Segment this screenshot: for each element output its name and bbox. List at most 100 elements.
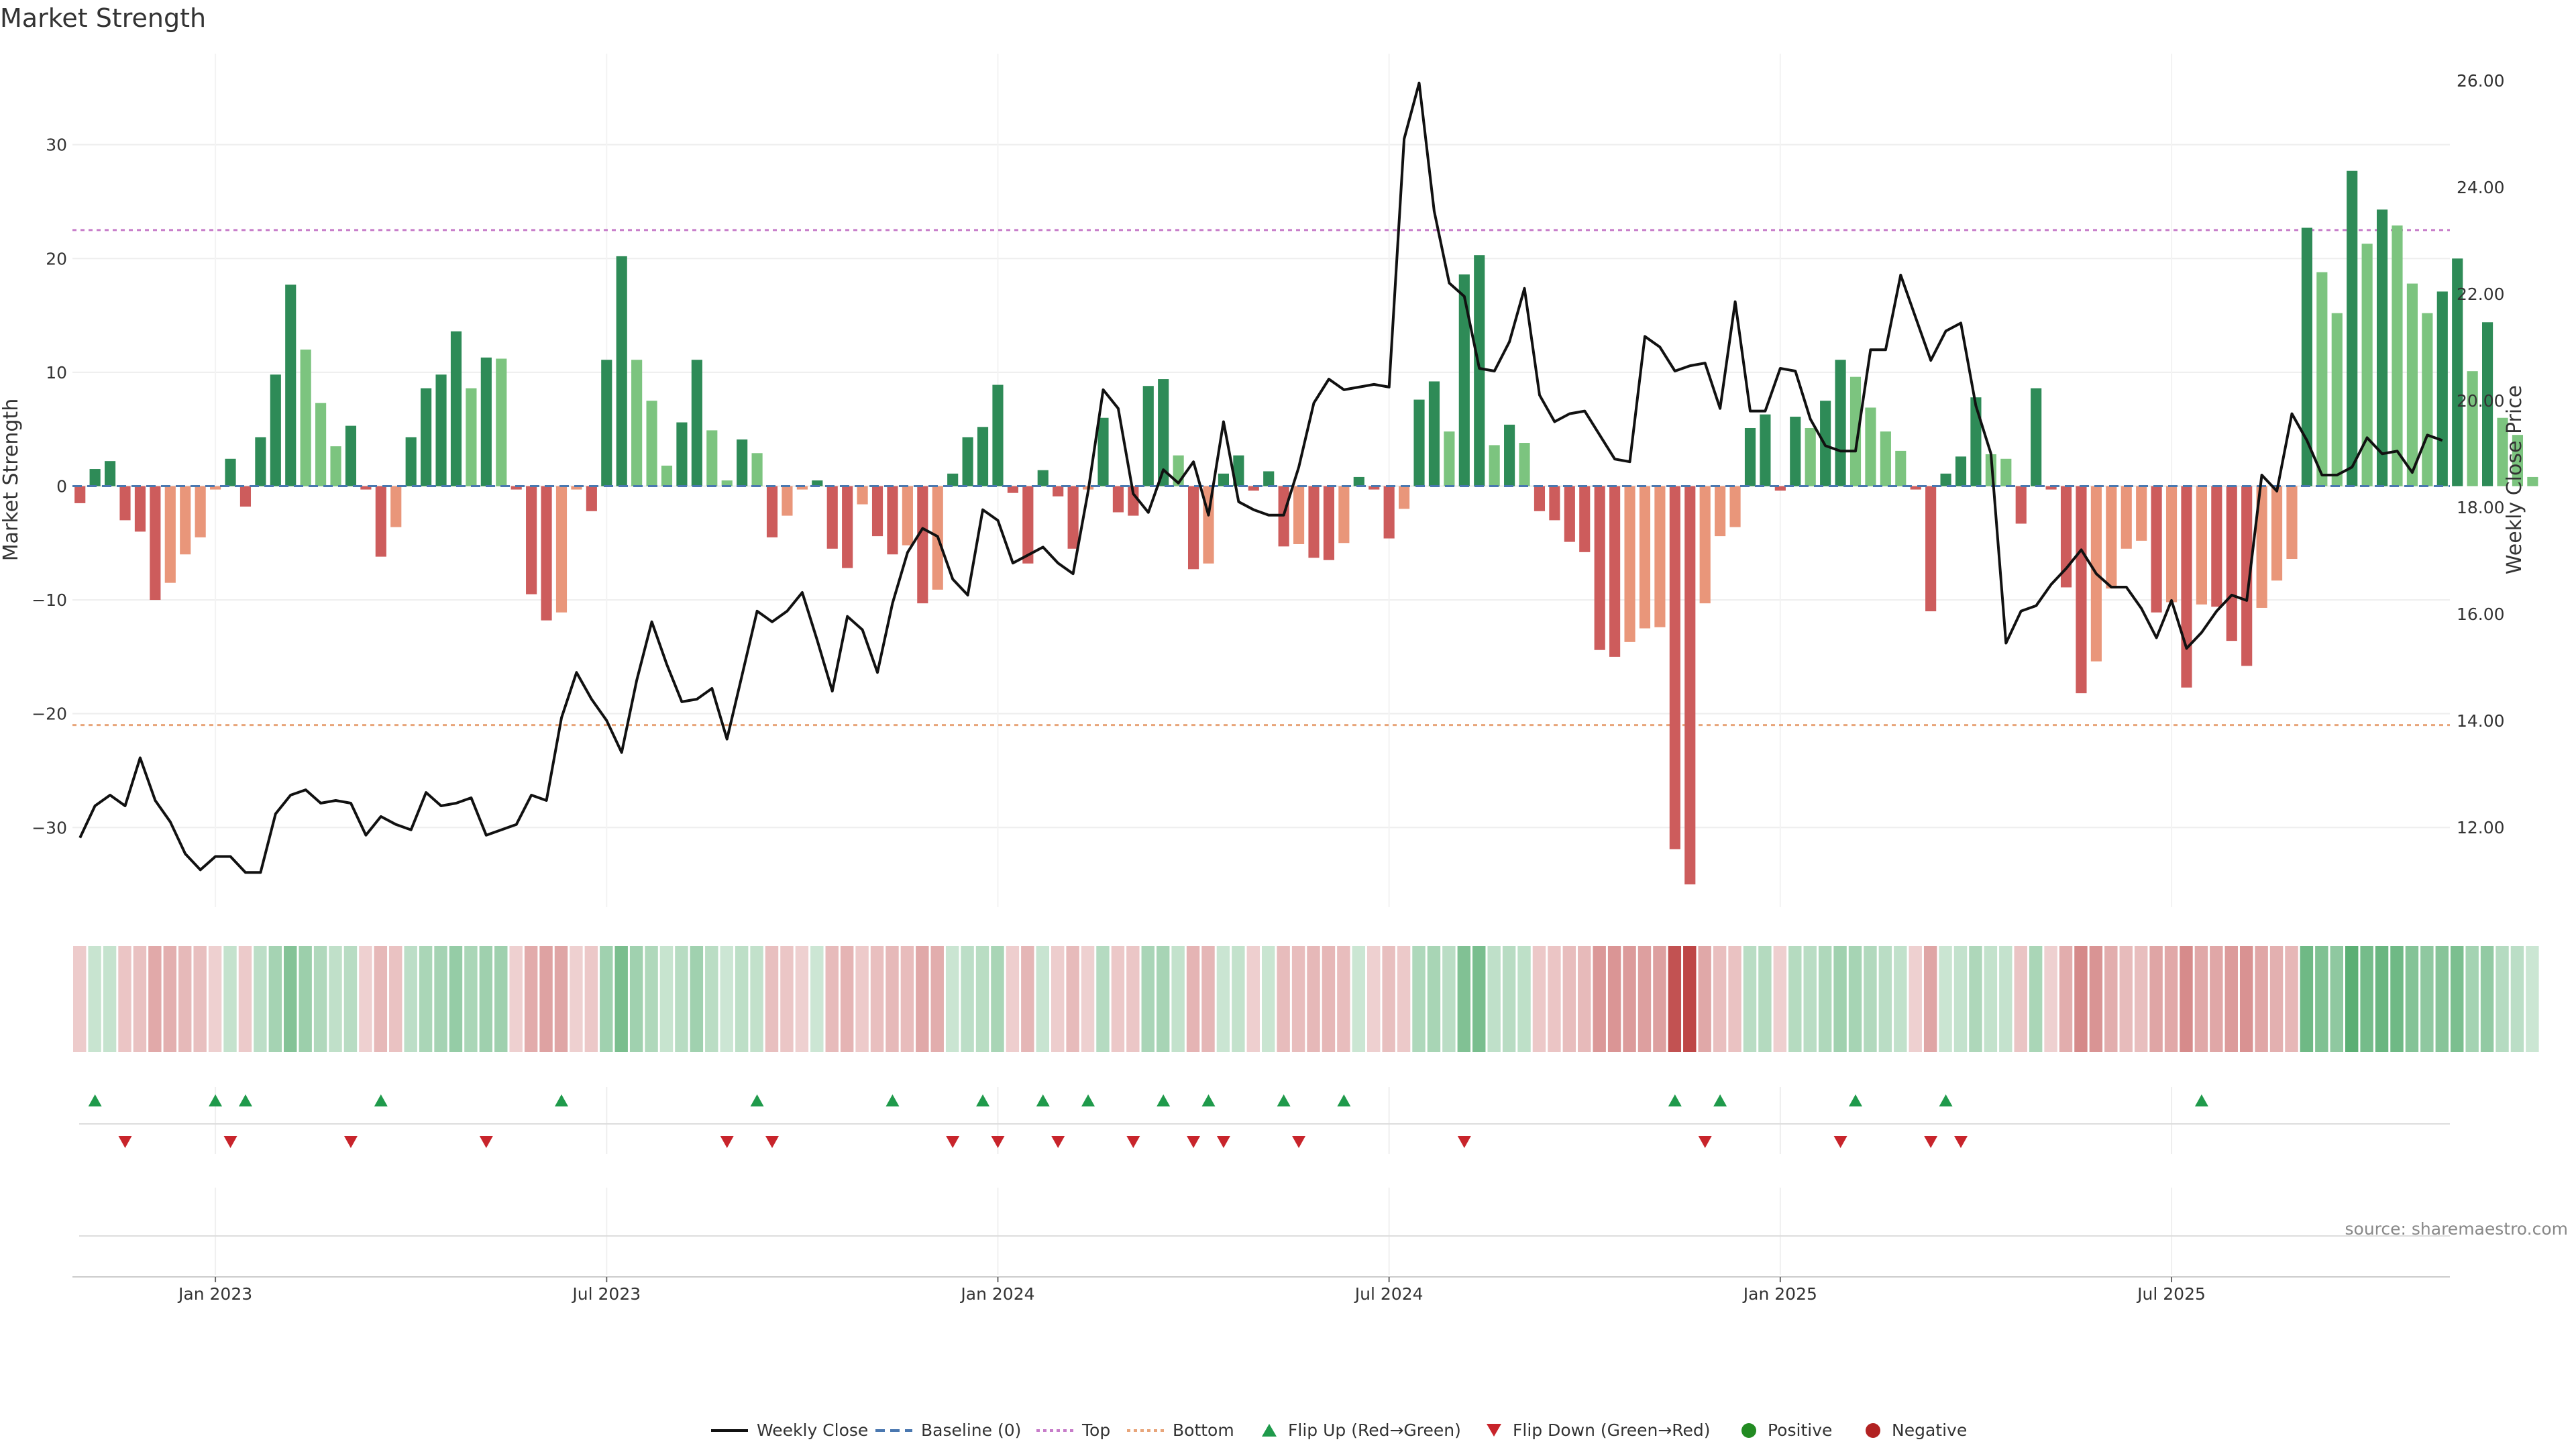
strength-bar	[616, 256, 627, 486]
heat-cell	[1457, 946, 1471, 1052]
heat-cell	[268, 946, 282, 1052]
y-right-tick-label: 22.00	[2457, 284, 2505, 304]
heat-cell	[2390, 946, 2404, 1052]
strength-bar	[631, 360, 643, 486]
strength-bar	[2316, 272, 2328, 486]
legend-label: Top	[1081, 1420, 1110, 1440]
heat-cell	[1337, 946, 1350, 1052]
strength-bar	[1399, 486, 1410, 509]
heat-cell	[690, 946, 704, 1052]
flip-up-marker	[1668, 1094, 1682, 1106]
heat-cell	[238, 946, 252, 1052]
heat-cell	[1201, 946, 1215, 1052]
heat-cell	[1999, 946, 2012, 1052]
heat-cell	[254, 946, 267, 1052]
strength-bar	[661, 465, 673, 486]
strength-bar	[1142, 386, 1154, 486]
flip-down-marker	[1924, 1136, 1938, 1148]
flip-down-marker	[1833, 1136, 1847, 1148]
strength-bar	[1564, 486, 1575, 542]
y-right-tick-label: 16.00	[2457, 605, 2505, 624]
strength-bar	[1022, 486, 1034, 564]
strength-bar	[1835, 360, 1846, 486]
heat-cell	[2210, 946, 2223, 1052]
heat-cell	[1232, 946, 1245, 1052]
heat-cell	[705, 946, 718, 1052]
heat-cell	[313, 946, 327, 1052]
heat-cell	[2089, 946, 2103, 1052]
strength-bar	[1760, 414, 1771, 486]
flip-down-marker	[1457, 1136, 1471, 1148]
strength-bar	[405, 437, 417, 486]
heat-cell	[1607, 946, 1621, 1052]
legend-swatch-circle	[1741, 1423, 1756, 1438]
strength-bar	[1338, 486, 1350, 543]
heat-cell	[1352, 946, 1366, 1052]
heat-cell	[1277, 946, 1290, 1052]
strength-bar	[1413, 399, 1425, 486]
strength-bar	[1849, 376, 1862, 486]
heat-cell	[1502, 946, 1516, 1052]
strength-bars	[74, 170, 2538, 885]
strength-bar	[1218, 473, 1229, 486]
heat-cell	[570, 946, 583, 1052]
strength-bar	[887, 486, 898, 555]
heat-cell	[359, 946, 372, 1052]
strength-bar	[496, 358, 507, 486]
heat-cell	[223, 946, 237, 1052]
strength-bar	[1609, 486, 1621, 657]
y-right-tick-label: 26.00	[2457, 71, 2505, 91]
flip-up-marker	[1036, 1094, 1050, 1106]
heat-cell	[1156, 946, 1170, 1052]
heat-cell	[1953, 946, 1968, 1052]
flip-down-marker	[118, 1136, 132, 1148]
heat-cell	[1262, 946, 1275, 1052]
y-left-tick-label: 20	[46, 249, 67, 268]
heat-cell	[73, 946, 87, 1052]
strength-bar	[2497, 417, 2508, 486]
flip-up-marker	[1337, 1094, 1351, 1106]
heat-cell	[1382, 946, 1395, 1052]
heat-cell	[2134, 946, 2148, 1052]
heat-cell	[1532, 946, 1546, 1052]
heat-cell	[1698, 946, 1711, 1052]
flip-up-marker	[976, 1094, 990, 1106]
flip-down-marker	[1126, 1136, 1140, 1148]
heat-cell	[614, 946, 628, 1052]
heat-cell	[1788, 946, 1802, 1052]
strength-bar	[526, 486, 537, 594]
heat-cell	[148, 946, 162, 1052]
strength-bar	[239, 486, 252, 507]
heat-cell	[2239, 946, 2253, 1052]
strength-bar	[2136, 486, 2147, 541]
flip-up-marker	[374, 1094, 388, 1106]
strength-bar	[1519, 443, 1530, 486]
strength-bar	[1112, 486, 1124, 513]
legend-swatch-triangle-up	[1262, 1424, 1277, 1437]
heat-cell	[2496, 946, 2509, 1052]
heat-cell	[600, 946, 613, 1052]
legend-item: Bottom	[1127, 1420, 1234, 1440]
legend-label: Negative	[1892, 1420, 1967, 1440]
heat-cell	[2180, 946, 2193, 1052]
heat-cell	[1186, 946, 1200, 1052]
heat-cell	[1111, 946, 1125, 1052]
heat-cell	[1743, 946, 1757, 1052]
heat-cell	[885, 946, 899, 1052]
strength-bar	[1097, 417, 1109, 486]
flip-down-marker	[343, 1136, 358, 1148]
strength-bar	[676, 422, 688, 486]
strength-bar	[1669, 486, 1680, 849]
strength-bar	[2392, 225, 2403, 486]
strength-bar	[962, 437, 973, 486]
heat-cell	[133, 946, 147, 1052]
heat-cell	[930, 946, 944, 1052]
strength-bar	[255, 437, 266, 486]
heat-cell	[524, 946, 538, 1052]
heat-cell	[1848, 946, 1862, 1052]
strength-bar	[1383, 486, 1395, 539]
flip-up-marker	[1849, 1094, 1862, 1106]
strength-bar	[315, 403, 327, 486]
strength-bar	[360, 486, 372, 490]
strength-bar	[902, 486, 913, 546]
